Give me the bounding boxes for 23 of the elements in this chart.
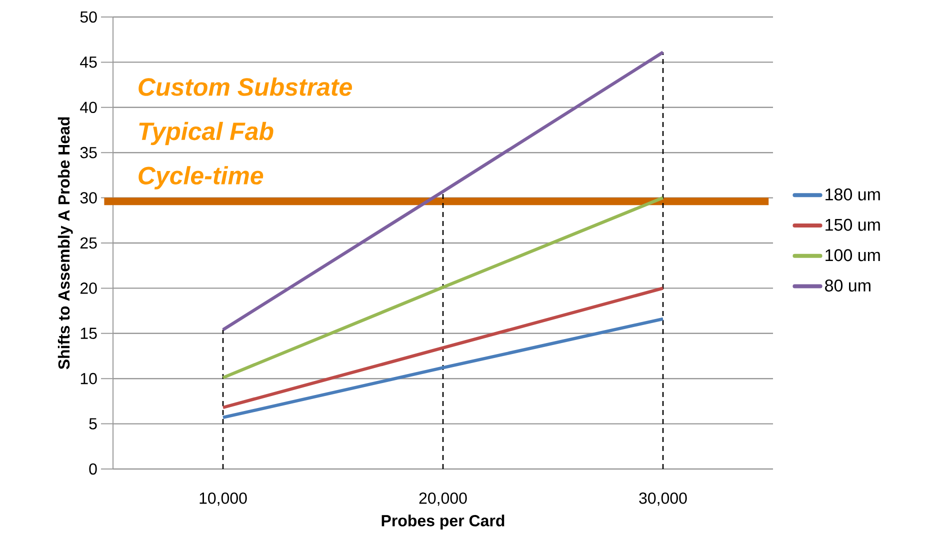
y-tick-label: 25 <box>80 237 97 249</box>
y-tick-label: 10 <box>80 372 97 384</box>
y-tick-label: 45 <box>80 56 97 68</box>
legend-label: 100 um <box>826 249 880 262</box>
legend-label: 80 um <box>825 280 870 292</box>
annotation: Typical Fab <box>139 122 274 146</box>
annotation: Custom Substrate <box>138 78 352 96</box>
y-tick-label: 5 <box>89 418 97 430</box>
y-tick-label: 35 <box>80 146 97 158</box>
y-tick-label: 40 <box>80 102 97 114</box>
legend-label: 180 um <box>826 188 880 200</box>
y-tick-label: 20 <box>80 282 97 294</box>
y-tick-label: 50 <box>80 11 97 23</box>
x-tick-label: 20,000 <box>419 492 467 506</box>
y-tick-label: 0 <box>89 463 97 475</box>
x-tick-label: 30,000 <box>639 492 687 506</box>
y-axis-title: Shifts to Assembly A Probe Head <box>58 117 73 370</box>
annotation: Cycle-time <box>138 166 264 190</box>
y-tick-label: 15 <box>80 328 97 339</box>
legend-label: 150 um <box>826 218 880 231</box>
y-tick-label: 30 <box>80 192 97 204</box>
x-tick-label: 10,000 <box>200 492 247 506</box>
x-axis-title: Probes per Card <box>382 514 504 530</box>
